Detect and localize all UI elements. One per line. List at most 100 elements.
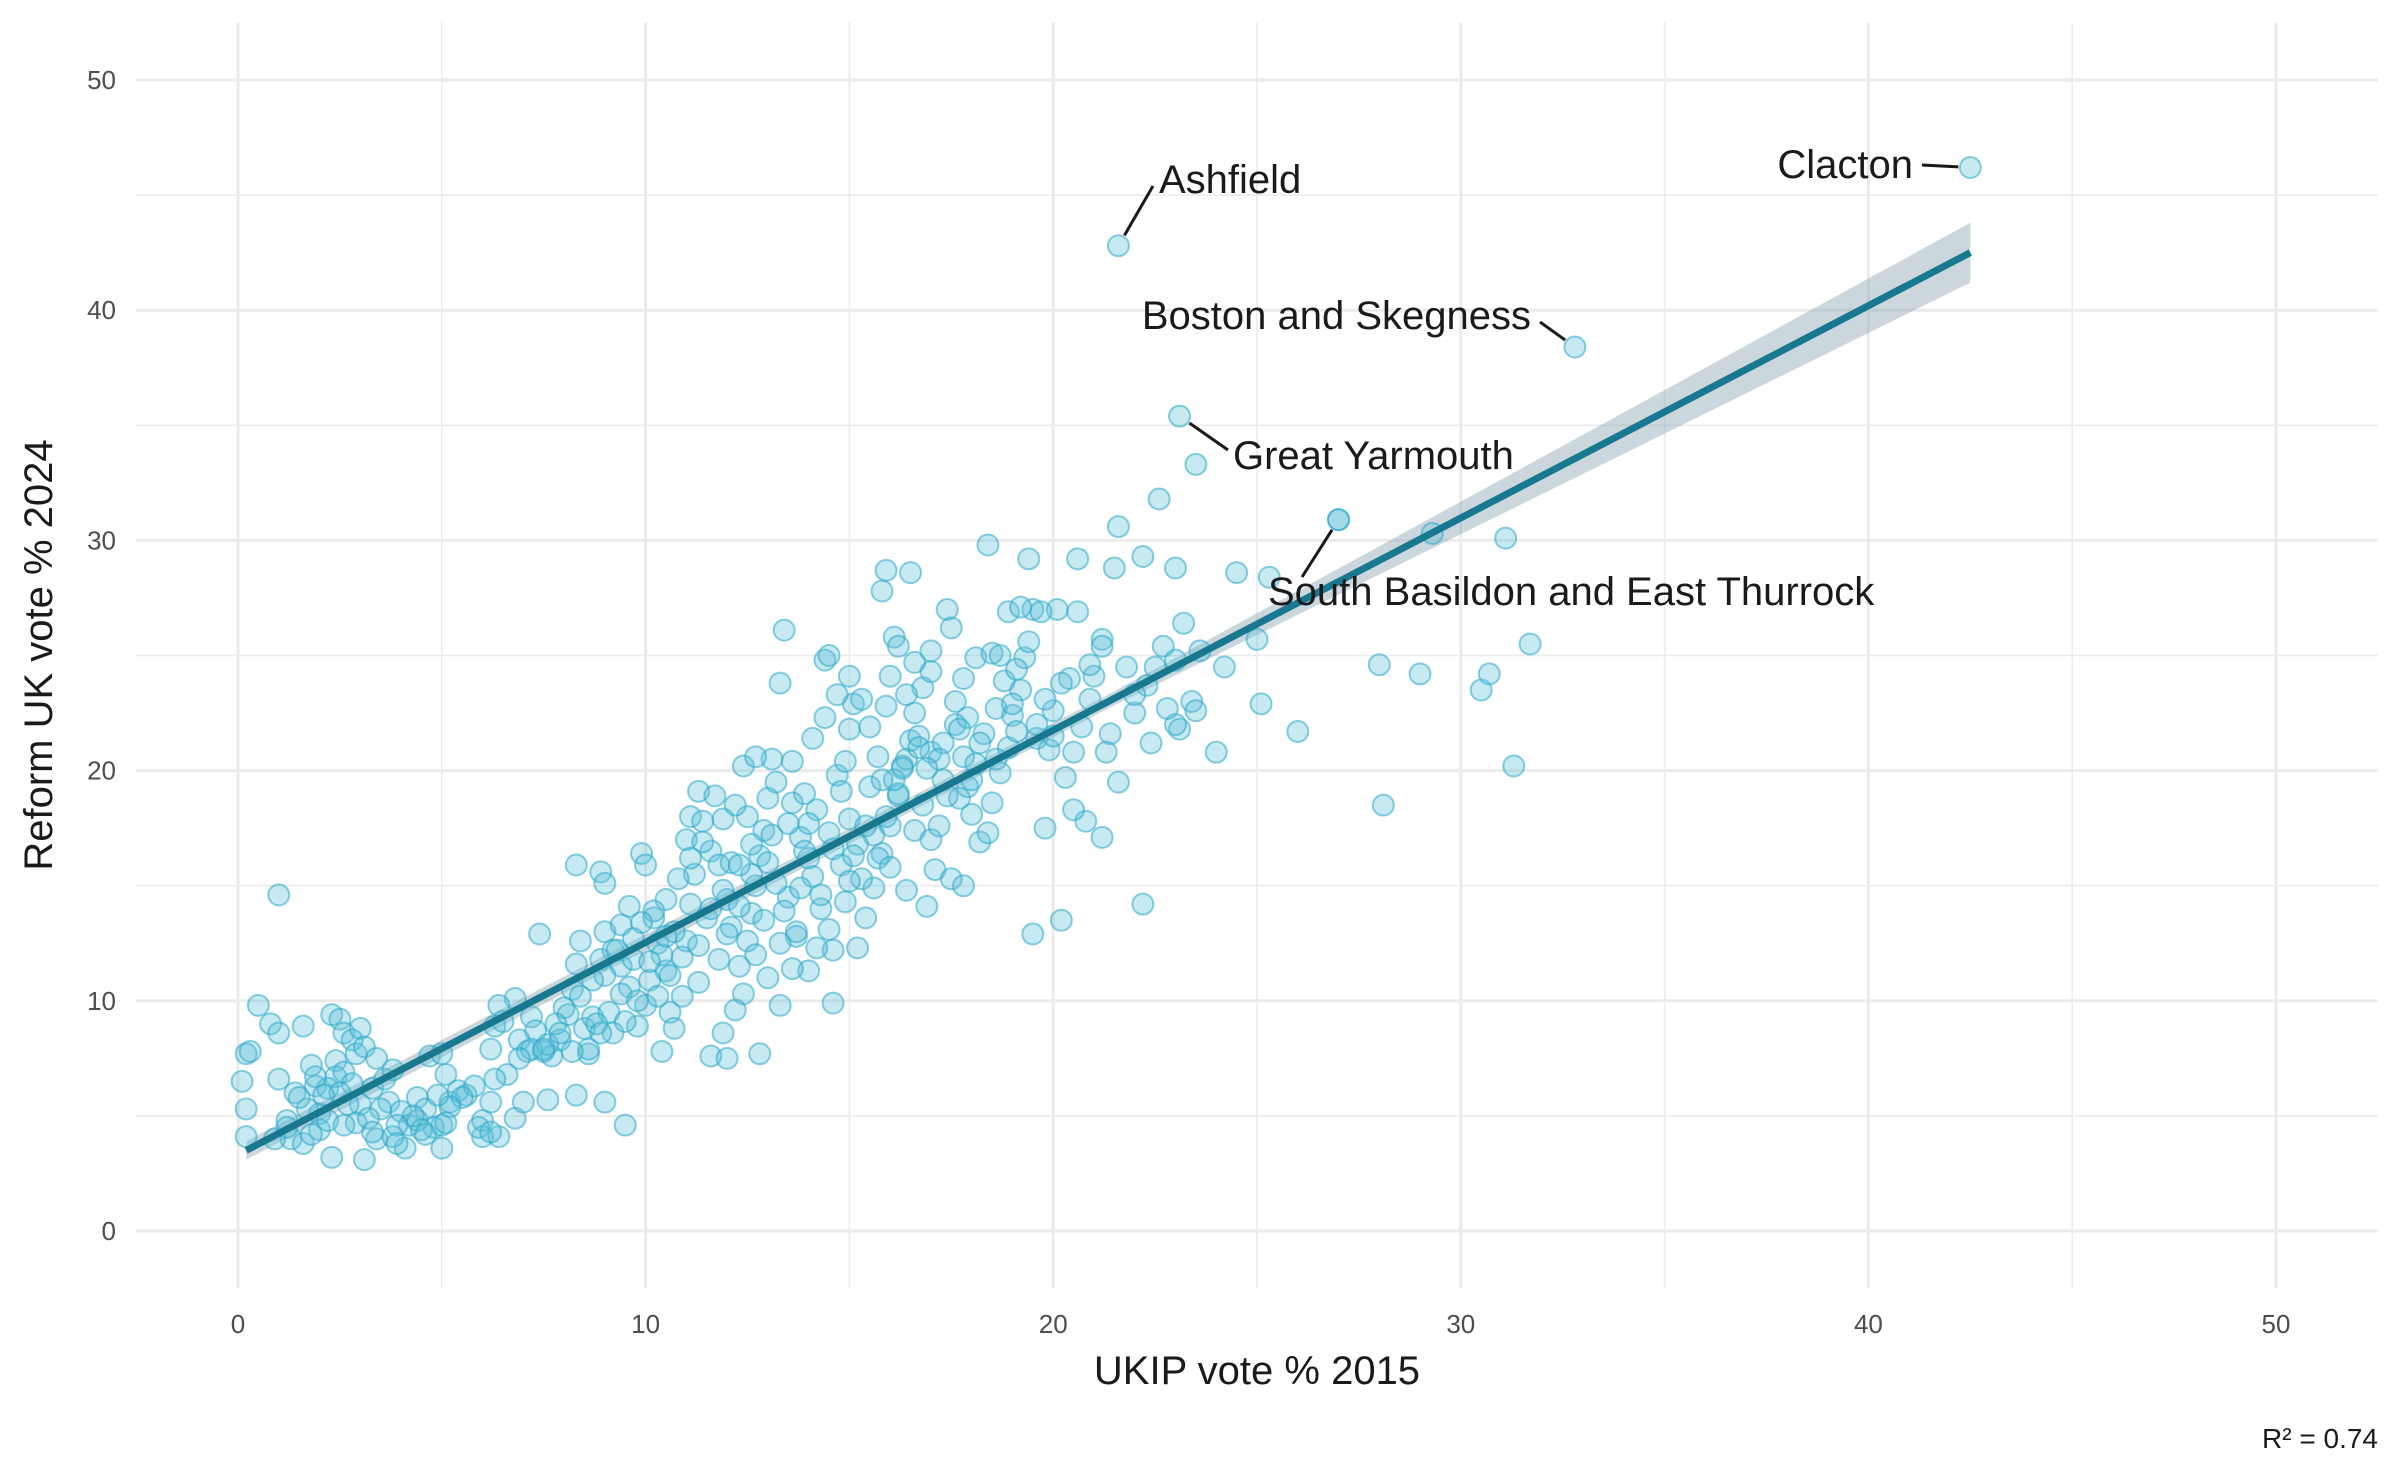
data-point	[328, 1007, 352, 1031]
data-point	[1090, 825, 1114, 849]
data-point	[833, 890, 857, 914]
data-point	[927, 747, 951, 771]
data-point	[385, 1113, 409, 1137]
data-point	[642, 906, 666, 930]
data-point	[736, 805, 759, 829]
r-squared-label: R² = 0.74	[2262, 1423, 2378, 1454]
data-point	[740, 832, 764, 856]
data-point	[434, 1062, 458, 1086]
data-point	[1029, 600, 1053, 624]
annotation-leader-line	[1188, 421, 1229, 452]
data-point	[731, 754, 755, 778]
data-point	[846, 936, 870, 960]
data-point	[646, 984, 670, 1008]
data-point	[952, 667, 976, 691]
labeled-data-point	[1958, 155, 1982, 179]
x-axis-title: UKIP vote % 2015	[1094, 1349, 1420, 1393]
data-point	[703, 784, 727, 808]
data-point	[291, 1014, 315, 1038]
data-point	[1518, 632, 1542, 656]
data-point	[740, 901, 764, 925]
data-point	[617, 894, 641, 918]
data-point	[1090, 627, 1114, 651]
data-point	[511, 1090, 535, 1114]
data-point	[1502, 754, 1526, 778]
data-point	[882, 768, 906, 792]
data-point	[947, 717, 971, 741]
data-point	[1062, 740, 1086, 764]
data-point	[886, 634, 910, 658]
annotation-leader-line	[1300, 528, 1334, 578]
data-point	[1123, 701, 1147, 725]
data-point	[1371, 793, 1395, 817]
data-point	[858, 715, 882, 739]
data-point	[1066, 547, 1090, 571]
data-point	[899, 561, 923, 585]
data-point	[662, 1016, 686, 1040]
data-point	[837, 869, 861, 893]
labeled-data-point	[1563, 335, 1587, 359]
data-point	[723, 998, 747, 1022]
data-point	[1017, 547, 1041, 571]
data-point	[1037, 738, 1061, 762]
data-point	[862, 876, 886, 900]
data-point	[291, 1132, 315, 1156]
data-point	[805, 936, 829, 960]
data-point	[1000, 692, 1024, 716]
data-point	[479, 1037, 503, 1061]
data-point	[299, 1122, 323, 1146]
data-point	[854, 906, 878, 930]
data-point	[744, 943, 768, 967]
data-point	[1033, 816, 1057, 840]
data-point	[332, 1113, 356, 1137]
data-point	[1477, 662, 1501, 686]
data-point	[1094, 740, 1118, 764]
annotation-label: Great Yarmouth	[1233, 434, 1514, 478]
data-point	[915, 894, 939, 918]
data-point	[943, 690, 967, 714]
data-point	[642, 899, 666, 923]
data-point	[1212, 655, 1236, 679]
data-point	[817, 644, 841, 667]
data-point	[809, 883, 833, 907]
data-point	[430, 1136, 454, 1160]
data-point	[784, 920, 808, 944]
trend-line	[244, 249, 1972, 1154]
data-point	[988, 644, 1012, 667]
data-point	[466, 1115, 490, 1139]
data-point	[658, 963, 682, 987]
x-tick-label: 0	[231, 1309, 245, 1339]
data-point	[259, 1012, 283, 1036]
data-point	[1249, 692, 1273, 716]
data-point	[479, 1090, 503, 1114]
data-point	[866, 846, 890, 870]
x-tick-label: 20	[1039, 1309, 1068, 1339]
data-point	[691, 830, 715, 854]
data-point	[316, 1076, 340, 1100]
data-point	[756, 966, 780, 990]
data-point	[479, 1120, 503, 1144]
data-point	[1066, 600, 1090, 624]
labeled-data-point	[1168, 404, 1192, 428]
annotation-label: Boston and Skegness	[1142, 294, 1531, 338]
data-point	[1204, 740, 1228, 764]
data-point	[748, 1042, 772, 1066]
data-point	[536, 1088, 560, 1112]
data-point	[352, 1148, 376, 1172]
data-point	[625, 1014, 649, 1038]
x-tick-label: 10	[631, 1309, 660, 1339]
data-point	[1245, 627, 1269, 651]
annotations-layer: Clacton Ashfield Boston and Skegness Great …	[1123, 143, 1959, 614]
data-point	[788, 876, 812, 900]
data-point	[988, 761, 1012, 785]
data-point	[625, 989, 649, 1013]
data-point	[564, 853, 588, 877]
data-point	[952, 745, 976, 769]
data-point	[613, 1113, 637, 1137]
data-point	[426, 1083, 450, 1107]
data-point	[234, 1097, 258, 1121]
data-point	[654, 888, 678, 912]
data-point	[1163, 556, 1187, 580]
data-point	[1286, 719, 1310, 743]
